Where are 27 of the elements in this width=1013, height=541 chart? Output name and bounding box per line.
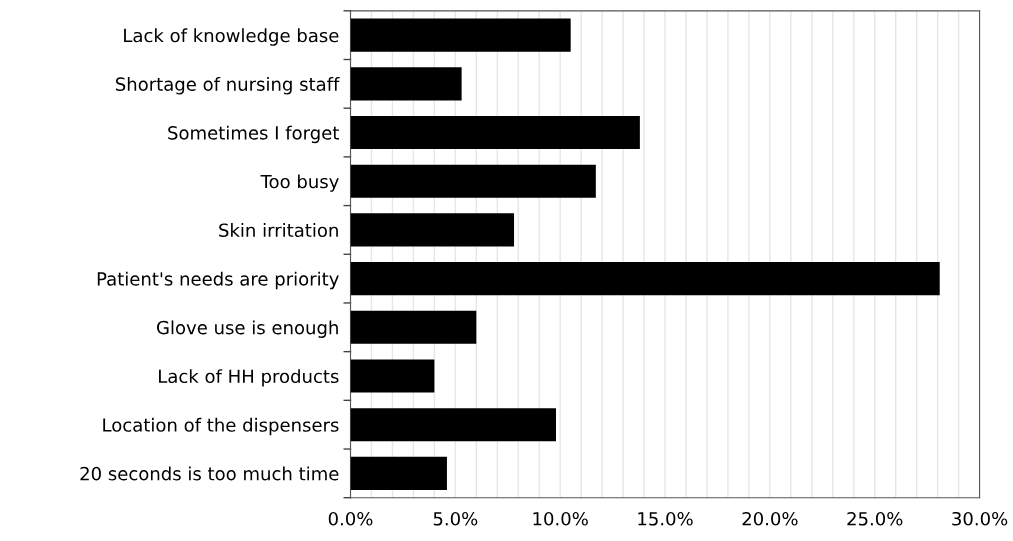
- bar: [350, 310, 477, 344]
- y-tick-label: Shortage of nursing staff: [115, 77, 340, 95]
- x-tick-label: 30.0%: [952, 511, 1008, 526]
- bar: [350, 262, 940, 296]
- x-tick-label: 20.0%: [742, 511, 798, 526]
- x-tick-label: 0.0%: [328, 511, 373, 526]
- y-tick-label: Lack of HH products: [159, 369, 339, 387]
- x-tick-label: 5.0%: [433, 511, 478, 526]
- bar: [350, 67, 462, 101]
- y-tick-label: Too busy: [260, 174, 339, 192]
- bar: [350, 115, 640, 150]
- x-tick-label: 10.0%: [533, 511, 588, 526]
- bar: [350, 18, 571, 52]
- bar: [350, 359, 435, 393]
- y-tick-label: Location of the dispensers: [103, 417, 339, 436]
- bar: [350, 408, 556, 442]
- y-tick-label: Lack of knowledge base: [124, 28, 339, 46]
- y-tick-label: 20 seconds is too much time: [80, 466, 339, 481]
- y-tick-label: Skin irritation: [219, 223, 338, 238]
- y-tick-label: Patient's needs are priority: [97, 271, 339, 290]
- x-tick-label: 25.0%: [847, 511, 903, 526]
- y-tick-label: Glove use is enough: [157, 320, 338, 338]
- bar: [350, 456, 447, 490]
- y-tick-label: Sometimes I forget: [168, 125, 339, 144]
- x-tick-label: 15.0%: [638, 511, 693, 526]
- bar: [350, 164, 596, 198]
- bar: [350, 213, 515, 247]
